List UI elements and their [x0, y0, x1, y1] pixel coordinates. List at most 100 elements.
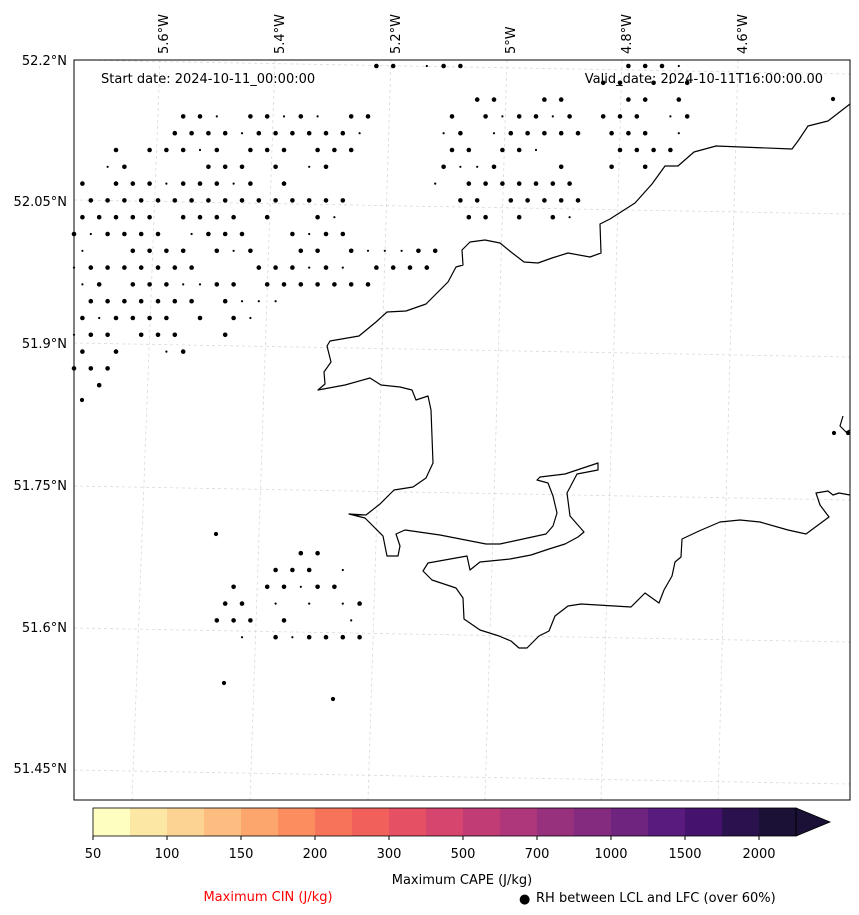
rh-dot [315, 584, 320, 590]
rh-dot [190, 232, 193, 236]
rh-dot [434, 182, 437, 185]
colorbar-swatch [722, 808, 760, 836]
rh-dot [222, 332, 228, 338]
rh-dot [575, 198, 581, 203]
rh-dot [567, 181, 572, 186]
rh-dot [516, 181, 522, 186]
rh-dot [138, 332, 144, 338]
rh-dot [122, 231, 127, 237]
rh-dot [542, 97, 547, 102]
rh-dot [330, 696, 336, 702]
rh-dot [474, 198, 480, 203]
rh-dot [138, 265, 144, 270]
rh-dot [274, 300, 277, 303]
rh-dot [147, 147, 152, 153]
rh-dot [130, 282, 136, 287]
rh-dot [634, 147, 640, 153]
rh-dot [240, 300, 244, 303]
rh-dot [130, 248, 136, 254]
rh-dot [239, 164, 245, 170]
map-border [73, 59, 851, 801]
rh-dot [308, 602, 311, 605]
rh-dot [105, 265, 110, 270]
rh-dot [308, 266, 311, 269]
rh-dot [122, 198, 127, 203]
colorbar-swatch [759, 808, 797, 836]
rh-dot [626, 130, 631, 136]
rh-dot [677, 64, 680, 68]
rh-dot [281, 147, 287, 153]
colorbar-swatch [241, 808, 279, 836]
rh-dot [206, 198, 211, 203]
rh-dot [348, 147, 354, 153]
rh-dot [333, 216, 336, 219]
lon-label: 5.2°W [389, 14, 404, 54]
colorbar-swatch [426, 808, 464, 836]
rh-dot [273, 567, 278, 573]
rh-dot [491, 97, 497, 102]
rh-dot [466, 181, 472, 186]
colorbar-swatch [648, 808, 686, 836]
rh-dot [273, 634, 278, 640]
rh-dot [617, 147, 623, 153]
rh-dot [98, 316, 101, 320]
rh-dot [323, 231, 329, 237]
rh-dot [651, 80, 656, 86]
rh-dot [113, 349, 119, 354]
rh-dot [476, 165, 479, 168]
rh-dot [348, 114, 354, 119]
rh-dot [374, 265, 379, 270]
rh-dot [323, 198, 329, 203]
rh-dot [500, 181, 505, 186]
rh-dot [257, 300, 260, 303]
rh-dot [80, 214, 85, 220]
rh-dot [315, 282, 320, 287]
rh-dot [684, 114, 690, 119]
rh-dot [180, 181, 186, 186]
rh-dot [138, 198, 144, 203]
rh-dot [525, 130, 530, 136]
rh-dot [568, 216, 571, 219]
rh-dot [113, 181, 119, 186]
rh-dot [89, 232, 92, 236]
rh-dot [256, 265, 262, 270]
rh-dot [558, 164, 564, 170]
rh-dot [197, 315, 203, 321]
map-frame [74, 60, 850, 800]
rh-dot [298, 114, 304, 119]
rh-dot [358, 132, 361, 135]
rh-dot [348, 248, 354, 254]
rh-dot [558, 97, 564, 102]
rh-dot [306, 567, 312, 573]
rh-dot [80, 349, 85, 354]
rh-dot [316, 115, 319, 118]
rh-dot [180, 147, 186, 153]
rh-dot [165, 350, 168, 353]
rh-dot [306, 634, 312, 640]
rh-dot [626, 97, 631, 102]
rh-dot [88, 198, 94, 203]
rh-dot [845, 430, 851, 436]
lat-label: 51.6°N [22, 621, 67, 636]
rh-dot [165, 182, 168, 185]
rh-dot [348, 282, 354, 287]
rh-dot [274, 602, 277, 605]
rh-dot [147, 282, 152, 287]
rh-dot [474, 97, 480, 102]
colorbar-swatch [611, 808, 649, 836]
rh-dot [198, 283, 202, 286]
colorbar-tick-label: 300 [377, 847, 402, 862]
rh-dot [558, 130, 564, 136]
rh-dot [213, 531, 219, 537]
rh-dot [231, 315, 236, 321]
rh-dot [550, 214, 556, 220]
colorbar-swatch [389, 808, 427, 836]
rh-dot [558, 198, 564, 203]
lat-label: 51.45°N [14, 762, 67, 777]
rh-dot [189, 265, 194, 270]
lon-label: 4.6°W [736, 14, 751, 54]
rh-dot-field [71, 63, 851, 702]
rh-dot [290, 265, 295, 270]
rh-dot [182, 283, 185, 286]
rh-dot [164, 282, 169, 287]
